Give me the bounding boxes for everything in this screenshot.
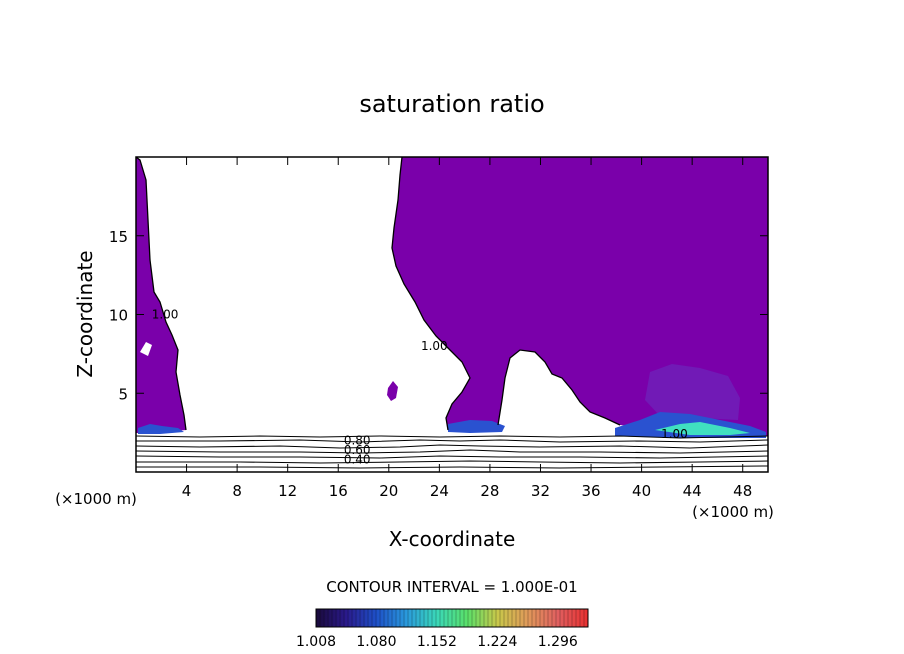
colorbar-label: 1.296 bbox=[538, 634, 578, 650]
chart-title: saturation ratio bbox=[359, 90, 544, 118]
contour-label: 0.60 bbox=[344, 443, 371, 457]
patch-mid-blue bbox=[448, 420, 505, 433]
patch-right-cyan bbox=[655, 422, 750, 435]
contour-line bbox=[136, 157, 187, 431]
contour-interval-text: CONTOUR INTERVAL = 1.000E-01 bbox=[326, 578, 577, 596]
contour-line bbox=[136, 460, 768, 464]
patch-left-blue bbox=[138, 424, 184, 434]
y-axis-label: Z-coordinate bbox=[73, 250, 97, 377]
y-unit-label: (×1000 m) bbox=[692, 503, 774, 521]
contour-line bbox=[136, 449, 768, 454]
contour-label: 0.80 bbox=[344, 434, 371, 448]
x-tick-label: 12 bbox=[278, 482, 297, 500]
y-axis-ticks: 5 10 15 bbox=[109, 228, 768, 403]
x-tick-label: 24 bbox=[430, 482, 449, 500]
y-tick-label: 15 bbox=[109, 228, 128, 246]
left-fill-region bbox=[136, 157, 186, 433]
x-tick-label: 8 bbox=[232, 482, 242, 500]
contour-label: 1.00 bbox=[152, 308, 179, 322]
contour-lines bbox=[136, 157, 768, 469]
x-tick-label: 44 bbox=[683, 482, 702, 500]
x-tick-label: 48 bbox=[733, 482, 752, 500]
x-tick-label: 20 bbox=[379, 482, 398, 500]
contour-label: 1.00 bbox=[421, 339, 448, 353]
colorbar-label: 1.008 bbox=[296, 634, 336, 650]
small-fill-blob bbox=[387, 381, 398, 401]
colorbar-label: 1.152 bbox=[417, 634, 457, 650]
y-tick-label: 10 bbox=[109, 307, 128, 325]
contour-line bbox=[497, 349, 621, 426]
contour-line bbox=[136, 439, 768, 443]
contour-line bbox=[136, 444, 768, 449]
x-tick-label: 4 bbox=[182, 482, 192, 500]
x-tick-label: 28 bbox=[480, 482, 499, 500]
high-saturation-patches bbox=[138, 364, 766, 438]
patch-right-faint bbox=[645, 364, 740, 420]
contour-label: 1.00 bbox=[661, 427, 688, 441]
contour-label: 0.40 bbox=[344, 452, 371, 466]
x-unit-label: (×1000 m) bbox=[55, 490, 137, 508]
colorbar-stripes bbox=[315, 609, 585, 627]
x-axis-ticks: 4 8 12 16 20 24 28 32 36 40 44 48 bbox=[182, 157, 752, 500]
contour-labels: 1.00 1.00 0.800.600.40 1.00 bbox=[152, 308, 688, 467]
colorbar-label: 1.224 bbox=[477, 634, 517, 650]
x-axis-label: X-coordinate bbox=[389, 527, 516, 551]
x-tick-label: 36 bbox=[581, 482, 600, 500]
x-tick-label: 16 bbox=[329, 482, 348, 500]
left-fill-hole bbox=[140, 342, 152, 356]
colorbar-label: 1.080 bbox=[356, 634, 396, 650]
x-tick-label: 40 bbox=[632, 482, 651, 500]
colorbar-labels: 1.008 1.080 1.152 1.224 1.296 bbox=[296, 634, 578, 650]
x-tick-label: 32 bbox=[531, 482, 550, 500]
contour-line bbox=[136, 465, 768, 469]
y-tick-label: 5 bbox=[118, 385, 128, 403]
contour-line bbox=[136, 455, 768, 459]
contour-line bbox=[136, 435, 768, 439]
contour-line bbox=[391, 157, 471, 431]
